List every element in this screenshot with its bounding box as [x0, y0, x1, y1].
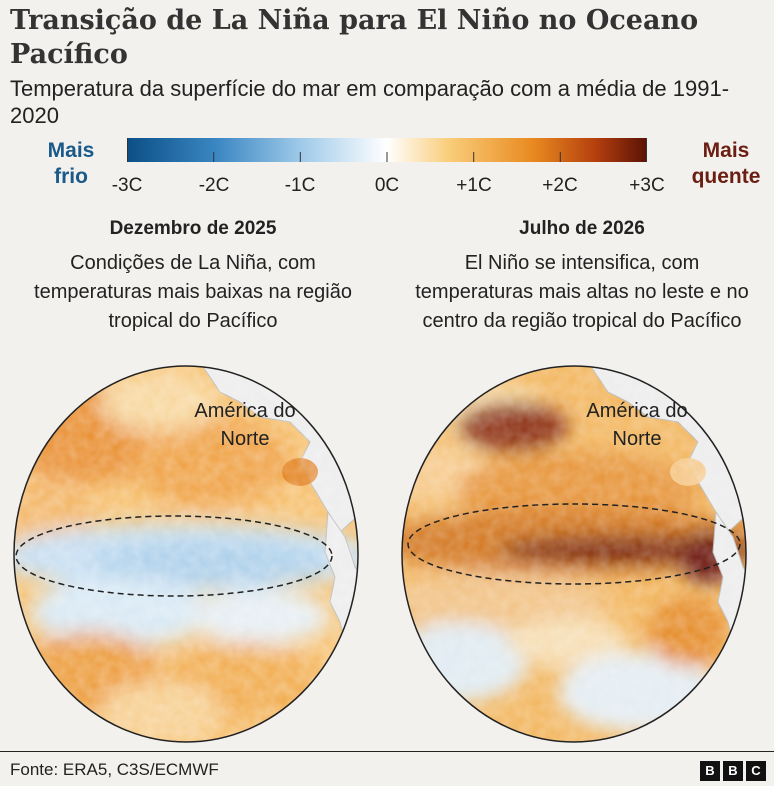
scale-tick-label: +1C — [456, 175, 492, 196]
bbc-logo-letter: C — [746, 761, 766, 781]
footer-divider — [0, 751, 774, 752]
map-right-description: El Niño se intensifica, com temperaturas… — [415, 252, 749, 332]
bbc-logo-letter: B — [700, 761, 720, 781]
map-right-title: Julho de 2026 — [519, 218, 645, 239]
scale-tick-label: +3C — [629, 175, 665, 196]
map-right-region-label: América do Norte — [586, 400, 688, 450]
chart-title: Transição de La Niña para El Niño no Oce… — [10, 5, 699, 70]
scale-tick-label: +2C — [542, 175, 578, 196]
bbc-logo: B B C — [700, 761, 766, 781]
scale-tick-label: -2C — [198, 175, 230, 196]
scale-tick-label: -1C — [284, 175, 316, 196]
color-scale-bar — [127, 138, 647, 162]
bbc-logo-letter: B — [723, 761, 743, 781]
map-left-description: Condições de La Niña, com temperaturas m… — [34, 252, 352, 332]
map-left-title: Dezembro de 2025 — [109, 218, 277, 239]
globe-map-december-2025 — [13, 365, 359, 743]
map-left-region-label: América do Norte — [194, 400, 296, 450]
scale-warm-label: Mais quente — [691, 139, 761, 188]
scale-tick-label: -3C — [111, 175, 143, 196]
scale-tick-label: 0C — [374, 175, 400, 196]
source-note: Fonte: ERA5, C3S/ECMWF — [10, 760, 219, 779]
scale-cold-label: Mais frio — [47, 139, 95, 188]
globe-map-july-2026 — [401, 365, 747, 743]
chart-subtitle: Temperatura da superfície do mar em comp… — [10, 76, 730, 128]
